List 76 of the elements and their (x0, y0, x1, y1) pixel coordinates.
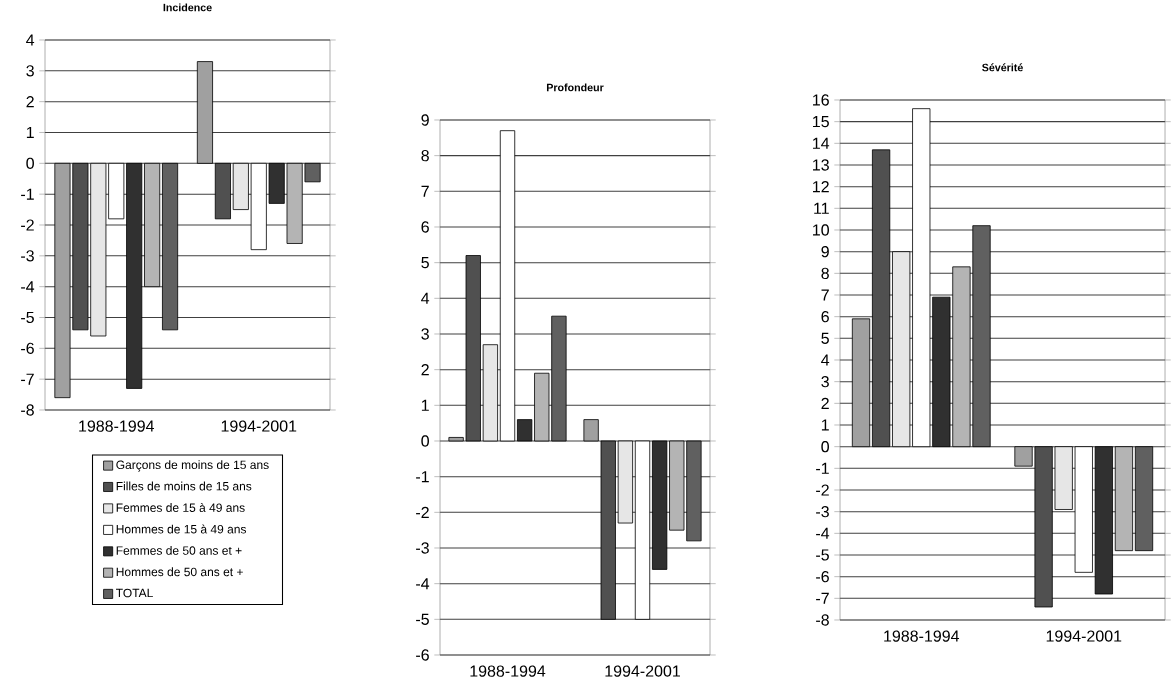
y-tick-label: 8 (421, 150, 429, 162)
y-tick-label: 8 (821, 267, 829, 279)
y-tick-label: 11 (814, 202, 829, 214)
x-tick-label: 1988-1994 (884, 630, 960, 642)
y-tick-label: -4 (21, 281, 35, 293)
y-tick-label: -1 (816, 462, 829, 474)
y-tick-label: -8 (21, 404, 34, 416)
legend-label: Hommes de 15 à 49 ans (116, 524, 247, 534)
y-tick-label: 5 (421, 257, 429, 269)
bar (499, 130, 516, 442)
y-tick-label: -6 (416, 649, 429, 661)
y-tick-label: 4 (821, 354, 830, 366)
y-tick-label: -3 (21, 250, 34, 262)
y-tick-label: 1 (821, 419, 829, 431)
y-tick-label: 10 (813, 224, 829, 236)
x-tick-label: 1994-2001 (221, 420, 297, 432)
y-tick-label: 0 (821, 441, 829, 453)
y-tick-label: -6 (816, 571, 829, 583)
x-tick-label: 1988-1994 (470, 665, 546, 677)
legend-label: Garçons de moins de 15 ans (116, 460, 269, 472)
x-tick-label: 1994-2001 (1046, 630, 1122, 642)
y-tick-label: 3 (821, 376, 829, 388)
bar (634, 440, 651, 620)
y-tick-label: 1 (26, 127, 34, 138)
y-tick-label: -5 (816, 549, 829, 561)
y-tick-label: 4 (421, 292, 430, 304)
bar (872, 149, 891, 448)
y-tick-label: 1 (421, 399, 429, 411)
y-tick-label: 2 (26, 96, 34, 108)
y-tick-label: -2 (816, 484, 829, 496)
y-tick-label: -2 (416, 506, 429, 518)
legend-label: TOTAL (116, 588, 153, 598)
y-tick-label: 9 (821, 246, 829, 258)
x-tick-label: 1988-1994 (79, 420, 155, 432)
y-tick-label: -3 (416, 542, 429, 554)
legend-label: Femmes de 15 à 49 ans (116, 502, 245, 512)
y-tick-label: 9 (421, 114, 429, 126)
y-tick-label: -5 (416, 613, 429, 625)
y-tick-label: 16 (813, 94, 829, 106)
y-tick-label: 13 (813, 159, 829, 171)
bar (851, 318, 871, 448)
x-tick-label: 1994-2001 (605, 665, 680, 677)
legend-label: Filles de moins de 15 ans (116, 481, 252, 491)
y-tick-label: -7 (816, 592, 829, 604)
y-tick-label: -1 (21, 188, 34, 200)
y-tick-label: 15 (813, 116, 829, 128)
legend-label: Hommes de 50 ans et + (116, 567, 243, 577)
bar (1134, 446, 1154, 552)
y-tick-label: 3 (26, 65, 34, 77)
y-tick-label: 2 (421, 364, 429, 376)
y-tick-label: 14 (813, 137, 830, 149)
legend-label: Femmes de 50 ans et + (116, 545, 242, 555)
y-tick-label: -3 (816, 506, 829, 518)
y-tick-label: -6 (21, 342, 34, 354)
y-tick-label: 6 (421, 221, 429, 233)
y-tick-label: 3 (421, 328, 429, 340)
y-tick-label: 6 (821, 311, 829, 323)
y-tick-label: 7 (421, 185, 429, 197)
y-tick-label: 4 (26, 34, 35, 46)
chart-title: Profondeur (546, 83, 604, 92)
y-tick-label: -1 (416, 471, 429, 483)
y-tick-label: -2 (21, 219, 34, 231)
y-tick-label: 0 (26, 157, 34, 169)
y-tick-label: 0 (421, 435, 429, 447)
y-tick-label: -4 (416, 578, 430, 590)
chart-title: Sévérité (982, 63, 1023, 72)
y-tick-label: 7 (821, 289, 829, 301)
y-tick-label: -7 (21, 373, 34, 385)
y-tick-label: 2 (821, 397, 829, 409)
y-tick-label: 12 (813, 181, 829, 193)
y-tick-label: -8 (816, 614, 829, 626)
y-tick-label: 5 (821, 332, 829, 344)
y-tick-label: -4 (816, 527, 830, 539)
chart-title: Incidence (163, 3, 212, 12)
bar (1114, 446, 1134, 552)
y-tick-label: -5 (21, 311, 34, 324)
